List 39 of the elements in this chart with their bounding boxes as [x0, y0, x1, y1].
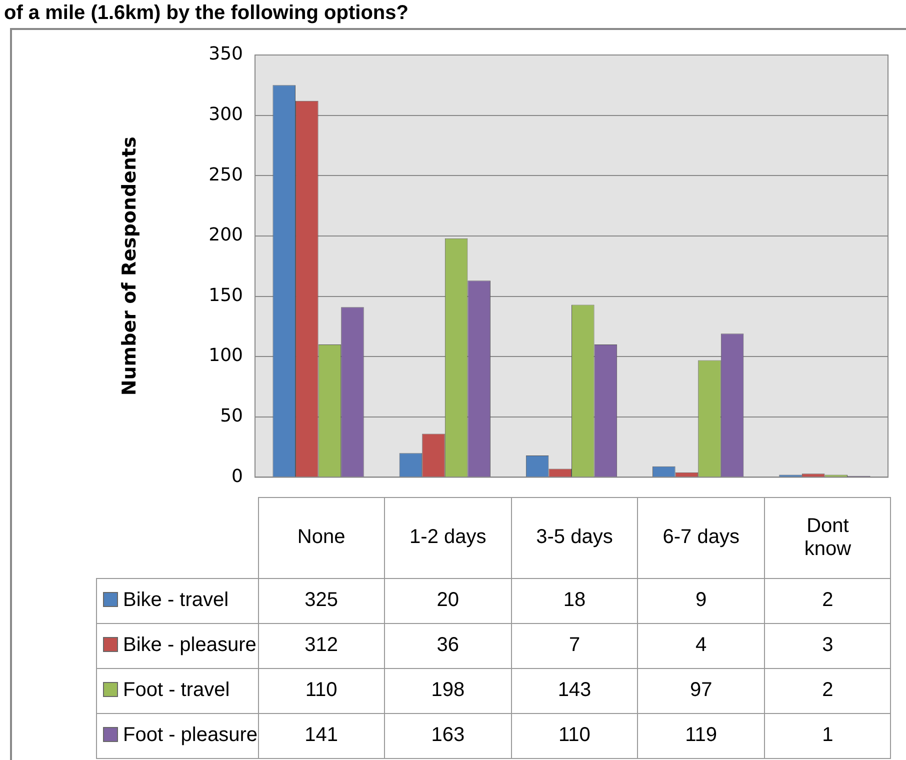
- y-tick-label: 150: [208, 284, 243, 306]
- legend-label: Bike - pleasure: [96, 623, 258, 668]
- y-tick-label: 100: [208, 345, 243, 366]
- data-label: 2: [764, 578, 891, 623]
- data-label: 7: [511, 623, 638, 668]
- data-label: 110: [511, 713, 638, 758]
- y-tick-label: 200: [208, 224, 243, 246]
- data-label: 9: [638, 578, 764, 623]
- data-label: 312: [258, 623, 385, 668]
- data-label: 325: [258, 578, 385, 623]
- data-label: 110: [258, 668, 385, 713]
- data-label: 198: [384, 668, 512, 713]
- data-label: 3: [764, 623, 891, 668]
- data-label: 20: [384, 578, 512, 623]
- data-label: 36: [384, 623, 512, 668]
- legend-label: Bike - travel: [96, 578, 258, 623]
- data-label: 143: [511, 668, 638, 713]
- x-tick-label: Dont know: [764, 498, 891, 578]
- data-label: 4: [638, 623, 764, 668]
- y-tick-label: 50: [220, 406, 243, 427]
- y-tick-label: 0: [232, 466, 243, 487]
- data-label: 2: [764, 668, 891, 713]
- y-tick-label: 250: [208, 164, 243, 186]
- y-tick-label: 350: [208, 44, 243, 65]
- data-label: 163: [384, 713, 512, 758]
- legend-label: Foot - pleasure: [96, 713, 258, 758]
- data-label: 141: [258, 713, 385, 758]
- data-label: 1: [764, 713, 891, 758]
- chart-title: of a mile (1.6km) by the following options?: [4, 2, 408, 24]
- data-label: 97: [638, 668, 764, 713]
- data-label: 119: [638, 713, 764, 758]
- data-label: 18: [511, 578, 638, 623]
- x-tick-label: 1-2 days: [384, 498, 512, 578]
- x-tick-label: 6-7 days: [638, 498, 764, 578]
- legend-label: Foot - travel: [96, 668, 258, 713]
- y-tick-label: 300: [208, 104, 243, 125]
- x-tick-label: 3-5 days: [511, 498, 638, 578]
- x-tick-label: None: [258, 498, 385, 578]
- y-axis-title: Number of Respondents: [118, 136, 140, 396]
